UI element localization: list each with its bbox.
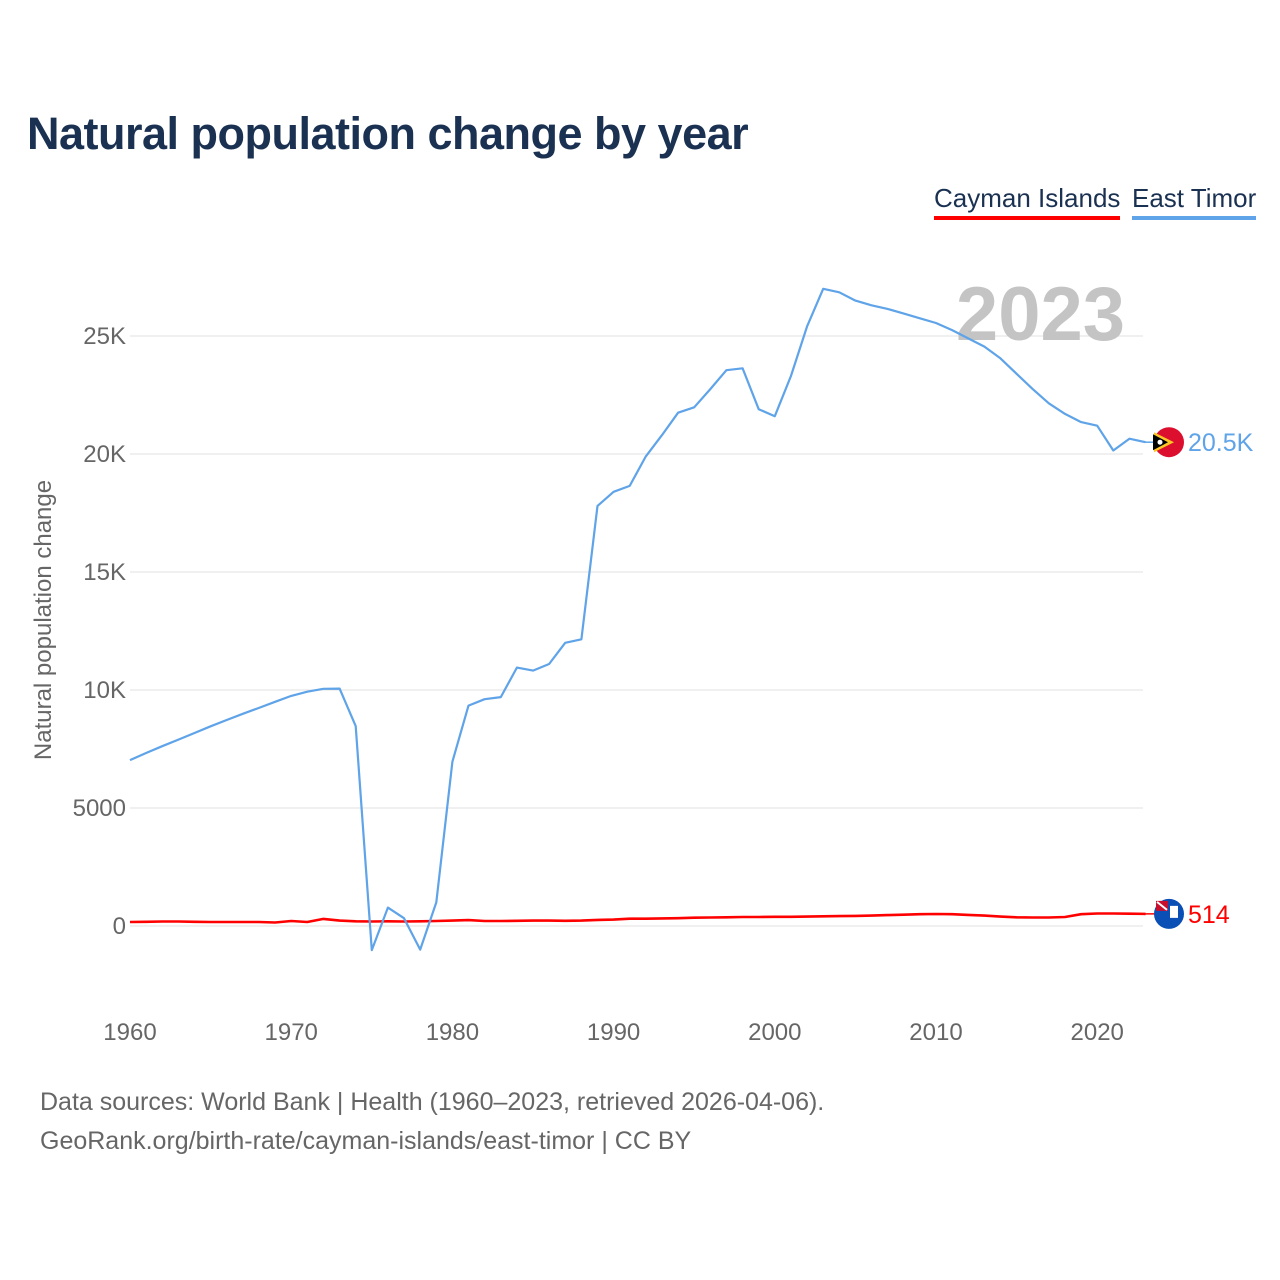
x-tick-label: 2010 (909, 1019, 962, 1046)
x-tick-label: 1960 (103, 1019, 156, 1046)
x-tick-label: 1980 (426, 1019, 479, 1046)
y-axis-label: Natural population change (30, 480, 57, 760)
x-tick-label: 1970 (265, 1019, 318, 1046)
y-tick-label: 25K (83, 323, 126, 350)
footer-sources: Data sources: World Bank | Health (1960–… (40, 1088, 825, 1116)
y-tick-label: 10K (83, 677, 126, 704)
end-value-label: 514 (1188, 901, 1230, 929)
x-tick-label: 2020 (1071, 1019, 1124, 1046)
legend-item-cayman-islands[interactable]: Cayman Islands (934, 183, 1121, 220)
chart-title: Natural population change by year (27, 108, 749, 159)
x-tick-label: 2000 (748, 1019, 801, 1046)
end-value-label: 20.5K (1188, 429, 1254, 457)
y-tick-label: 20K (83, 441, 126, 468)
y-tick-label: 0 (113, 913, 126, 940)
x-tick-label: 1990 (587, 1019, 640, 1046)
current-year-watermark: 2023 (956, 272, 1125, 357)
y-tick-label: 15K (83, 559, 126, 586)
y-tick-label: 5000 (73, 795, 126, 822)
footer-link[interactable]: GeoRank.org/birth-rate/cayman-islands/ea… (40, 1127, 692, 1155)
cayman-islands-flag-icon (1154, 898, 1184, 929)
series-line-east-timor[interactable] (129, 287, 1146, 952)
series-line-cayman-islands[interactable] (129, 912, 1146, 924)
legend-item-east-timor[interactable]: East Timor (1132, 183, 1257, 220)
east-timor-flag-icon (1153, 427, 1184, 458)
